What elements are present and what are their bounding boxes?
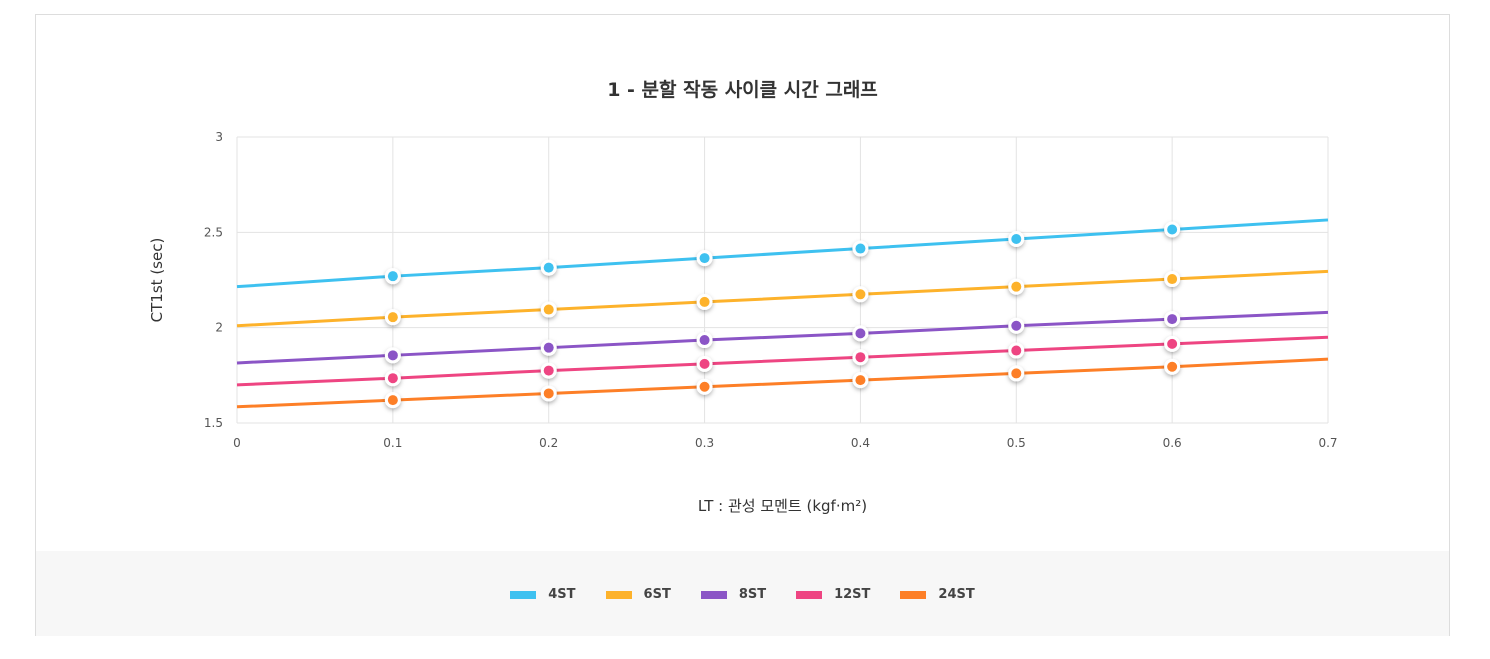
legend-item-6ST[interactable]: 6ST	[605, 587, 671, 602]
point-dot-24ST	[387, 395, 398, 406]
legend-label: 24ST	[938, 587, 975, 602]
x-tick-label: 0.4	[851, 436, 870, 450]
legend-band	[36, 551, 1449, 636]
point-dot-6ST	[1011, 281, 1022, 292]
point-dot-24ST	[543, 388, 554, 399]
x-tick-label: 0.7	[1318, 436, 1337, 450]
point-dot-24ST	[1167, 361, 1178, 372]
point-dot-4ST	[387, 271, 398, 282]
y-axis-label: CT1st (sec)	[148, 238, 166, 323]
x-tick-label: 0	[233, 436, 241, 450]
point-dot-8ST	[1011, 320, 1022, 331]
y-tick-label: 1.5	[204, 416, 223, 430]
point-dot-8ST	[387, 350, 398, 361]
chart-title: 1 - 분할 작동 사이클 시간 그래프	[607, 79, 878, 101]
point-dot-6ST	[855, 289, 866, 300]
legend-label: 12ST	[834, 587, 871, 602]
legend-swatch	[900, 590, 927, 599]
series-line-4ST	[236, 218, 1329, 289]
point-dot-8ST	[543, 342, 554, 353]
x-axis-label: LT : 관성 모멘트 (kgf·m²)	[698, 497, 867, 515]
y-tick-label: 3	[215, 130, 223, 144]
legend-swatch	[700, 590, 727, 599]
legend-label: 6ST	[643, 587, 671, 602]
y-tick-label: 2.5	[204, 225, 223, 239]
legend-item-12ST[interactable]: 12ST	[796, 587, 870, 602]
x-tick-label: 0.3	[695, 436, 714, 450]
point-dot-4ST	[855, 243, 866, 254]
legend-swatch	[510, 590, 537, 599]
point-dot-12ST	[855, 352, 866, 363]
point-dot-8ST	[699, 335, 710, 346]
legend-item-4ST[interactable]: 4ST	[510, 587, 576, 602]
x-tick-label: 0.2	[539, 436, 558, 450]
x-tick-label: 0.6	[1163, 436, 1182, 450]
x-tick-label: 0.5	[1007, 436, 1026, 450]
point-dot-12ST	[387, 373, 398, 384]
point-dot-12ST	[1011, 345, 1022, 356]
legend: 4ST 6ST 8ST 12ST 24ST	[36, 587, 1449, 602]
legend-label: 4ST	[548, 587, 576, 602]
point-dot-6ST	[699, 296, 710, 307]
legend-swatch	[605, 590, 632, 599]
point-dot-6ST	[543, 304, 554, 315]
series-line-12ST	[236, 335, 1329, 387]
point-dot-4ST	[699, 253, 710, 264]
point-dot-6ST	[387, 312, 398, 323]
series-line-24ST	[236, 357, 1329, 409]
point-dot-24ST	[1011, 368, 1022, 379]
legend-item-8ST[interactable]: 8ST	[700, 587, 767, 602]
point-dot-6ST	[1167, 274, 1178, 285]
legend-swatch	[796, 590, 823, 599]
legend-label: 8ST	[738, 587, 767, 602]
point-dot-24ST	[855, 375, 866, 386]
point-dot-8ST	[1167, 314, 1178, 325]
x-tick-label: 0.1	[383, 436, 402, 450]
point-dot-12ST	[699, 358, 710, 369]
point-dot-12ST	[543, 365, 554, 376]
legend-item-24ST[interactable]: 24ST	[900, 587, 975, 602]
point-dot-24ST	[699, 381, 710, 392]
series-line-6ST	[236, 269, 1329, 328]
point-dot-4ST	[543, 262, 554, 273]
point-dot-4ST	[1011, 234, 1022, 245]
point-dot-4ST	[1167, 224, 1178, 235]
y-tick-label: 2	[215, 321, 223, 335]
point-dot-12ST	[1167, 338, 1178, 349]
point-dot-8ST	[855, 328, 866, 339]
series-line-8ST	[236, 310, 1329, 365]
